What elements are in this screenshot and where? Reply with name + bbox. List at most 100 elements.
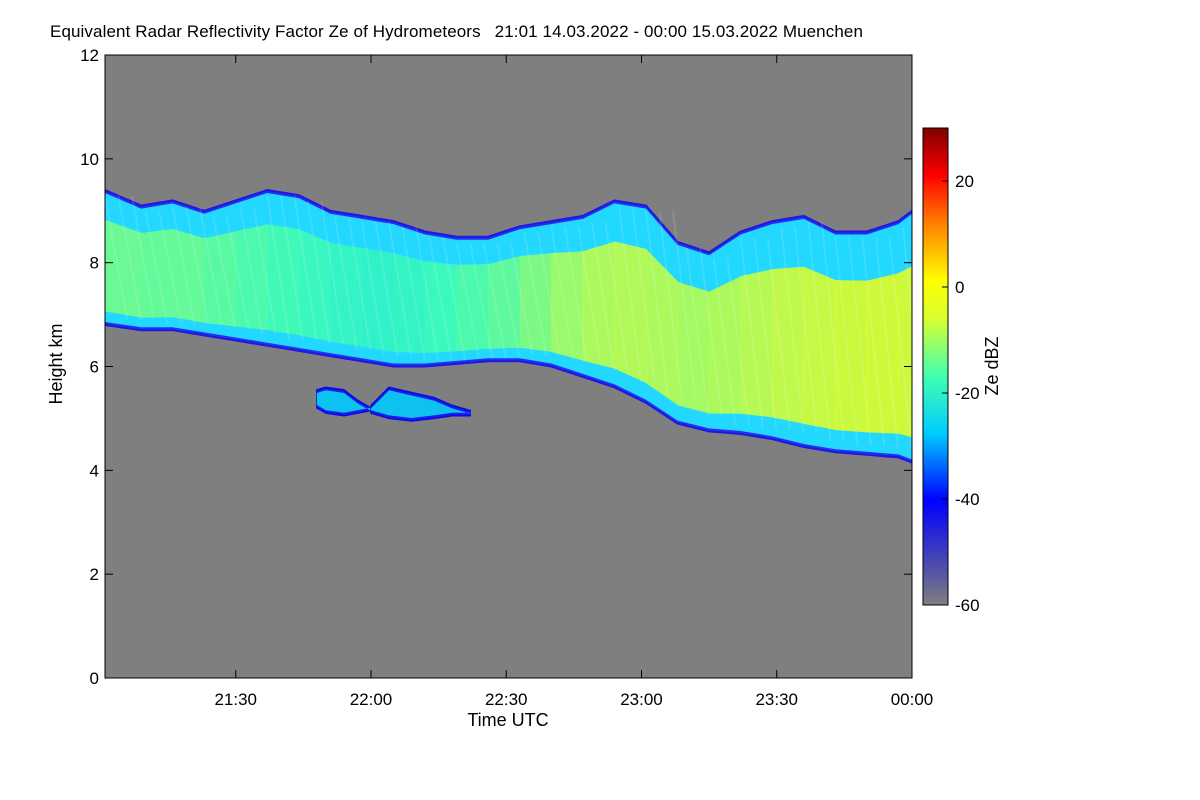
colorbar-ticks: 20 0 -20 -40 -60 xyxy=(942,172,980,615)
mid-patch-body xyxy=(316,390,371,413)
y-tick-label: 2 xyxy=(90,565,99,584)
colorbar-tick-label: 0 xyxy=(955,278,964,297)
chart-time-range: 21:01 14.03.2022 - 00:00 15.03.2022 xyxy=(494,22,778,41)
colorbar-tick-label: -60 xyxy=(955,596,980,615)
x-tick-label: 23:00 xyxy=(620,690,663,709)
upper-cloud-core-segment xyxy=(740,269,773,418)
cloud-streak xyxy=(266,195,291,340)
upper-cloud-core-segment xyxy=(393,253,426,353)
cloud-streak xyxy=(712,258,737,426)
upper-cloud-core-segment xyxy=(709,276,742,414)
cloud-streak xyxy=(347,216,372,351)
cloud-streak xyxy=(293,195,318,340)
cloud-streak xyxy=(726,258,751,426)
cloud-streak xyxy=(212,216,237,330)
cloud-streak xyxy=(428,237,453,361)
cloud-streak xyxy=(388,221,412,356)
y-axis: 0 2 4 6 8 10 12 xyxy=(80,46,912,688)
cloud-streak xyxy=(590,221,615,372)
cloud-streak xyxy=(252,206,277,335)
cloud-streak xyxy=(171,206,196,325)
upper-cloud-core-segment xyxy=(803,266,836,431)
cloud-streak xyxy=(523,232,548,356)
cloud-streak xyxy=(604,221,629,372)
cloud-streak xyxy=(536,232,561,356)
cloud-streak xyxy=(374,221,399,356)
x-tick-label: 21:30 xyxy=(214,690,257,709)
cloud-streak xyxy=(563,226,588,361)
cloud-streak xyxy=(198,206,223,325)
upper-cloud-core-segment xyxy=(772,266,805,424)
colorbar xyxy=(922,127,949,606)
upper-cloud-core-segment xyxy=(551,251,584,361)
cloud-streak xyxy=(105,195,128,320)
cloud-streak xyxy=(793,226,818,434)
upper-cloud-core-segment xyxy=(105,219,142,318)
upper-cloud-core-segment xyxy=(866,273,900,434)
cloud-streak xyxy=(888,237,912,449)
upper-cloud-core-segment xyxy=(172,228,205,323)
mid-patch-body xyxy=(371,390,471,418)
cloud-streak xyxy=(780,226,805,434)
cloud-streak xyxy=(401,226,426,361)
cloud-streak xyxy=(807,221,832,442)
cloud-streak xyxy=(361,221,385,356)
cloud-streak xyxy=(645,211,669,397)
y-tick-label: 6 xyxy=(90,358,99,377)
cloud-streak xyxy=(739,237,764,429)
upper-cloud-core-segment xyxy=(330,242,363,347)
cloud-streak xyxy=(239,206,264,335)
cloud-streak xyxy=(117,195,142,320)
upper-cloud-core-segment xyxy=(267,224,300,336)
cloud-streak xyxy=(618,206,642,382)
cloud-streak xyxy=(753,237,778,429)
upper-cloud-core-segment xyxy=(141,228,174,318)
cloud-streak xyxy=(496,242,521,356)
cloud-streak xyxy=(509,242,534,356)
cloud-streak xyxy=(469,242,494,359)
cloud-streak xyxy=(672,211,697,397)
cloud-streak xyxy=(902,227,912,330)
cloud-streak xyxy=(442,237,467,361)
colorbar-tick-label: -40 xyxy=(955,490,980,509)
cloud-streak xyxy=(766,237,791,429)
upper-cloud-core-segment xyxy=(582,241,615,369)
upper-cloud-core-segment xyxy=(235,224,268,331)
cloud-streak xyxy=(131,195,156,320)
cloud-streak xyxy=(415,226,440,361)
cloud-streak xyxy=(158,211,183,325)
upper-cloud-core-segment xyxy=(646,249,679,406)
upper-cloud-core-segment xyxy=(835,280,868,433)
x-tick-label: 23:30 xyxy=(755,690,798,709)
colorbar-label: Ze dBZ xyxy=(982,336,1002,395)
y-axis-label: Height km xyxy=(46,323,66,404)
upper-cloud-core-segment xyxy=(204,231,237,327)
y-tick-label: 4 xyxy=(90,461,99,480)
upper-cloud-core-segment xyxy=(362,247,395,352)
x-tick-label: 22:00 xyxy=(350,690,393,709)
colorbar-tick-label: 20 xyxy=(955,172,974,191)
x-tick-label: 22:30 xyxy=(485,690,528,709)
upper-cloud-core-segment xyxy=(488,256,521,349)
cloud-streak xyxy=(144,211,169,325)
cloud-streak xyxy=(455,242,480,359)
cloud-streak xyxy=(550,226,575,361)
x-axis-label: Time UTC xyxy=(467,710,548,730)
cloud-streak xyxy=(333,216,358,351)
x-tick-label: 00:00 xyxy=(891,690,934,709)
cloud-streak xyxy=(185,206,210,325)
colorbar-tick-label: -20 xyxy=(955,384,980,403)
cloud-streak xyxy=(847,237,872,447)
cloud-streak xyxy=(874,237,899,449)
cloud-streak xyxy=(279,195,304,340)
y-tick-label: 10 xyxy=(80,150,99,169)
reflectivity-layers xyxy=(105,188,912,464)
cloud-streak xyxy=(685,247,710,418)
upper-cloud-core-segment xyxy=(298,229,331,342)
upper-cloud-core-segment xyxy=(456,264,489,352)
cloud-streak xyxy=(699,247,724,418)
cloud-streak xyxy=(306,201,331,346)
upper-cloud-core-segment xyxy=(519,253,552,352)
y-tick-label: 8 xyxy=(90,254,99,273)
